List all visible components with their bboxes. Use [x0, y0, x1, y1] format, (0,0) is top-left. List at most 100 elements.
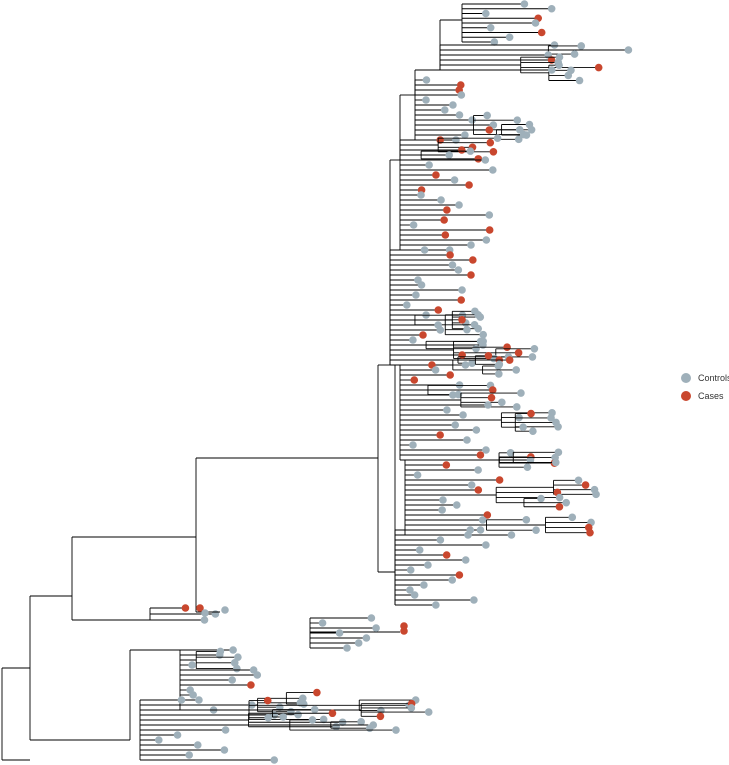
control-tip: [407, 704, 416, 712]
control-tip: [483, 111, 491, 120]
case-tip: [489, 148, 498, 156]
case-tip: [400, 627, 408, 635]
control-tip: [474, 466, 482, 474]
legend-item-controls: Controls: [681, 369, 729, 387]
control-tip: [484, 401, 492, 409]
control-tip: [461, 131, 469, 139]
control-tip: [440, 106, 449, 114]
control-tip: [406, 586, 414, 594]
case-tip: [555, 502, 564, 511]
control-tip: [448, 261, 457, 269]
control-tip: [463, 325, 471, 334]
control-tip: [417, 281, 426, 289]
legend-item-cases: Cases: [681, 387, 729, 405]
case-tip: [486, 138, 495, 147]
control-tip: [354, 639, 363, 647]
control-tip: [470, 320, 479, 329]
case-tip: [376, 712, 385, 721]
control-tip: [409, 441, 417, 449]
control-tip: [221, 606, 229, 614]
control-tip: [519, 130, 528, 139]
case-tip: [503, 343, 511, 351]
controls-swatch: [681, 373, 691, 383]
control-tip: [526, 456, 535, 464]
control-tip: [365, 724, 374, 732]
case-tip: [485, 126, 494, 134]
control-tip: [479, 330, 488, 339]
control-tip: [308, 716, 317, 724]
control-tip: [439, 496, 447, 504]
control-tip: [155, 736, 163, 744]
case-tip: [474, 486, 483, 494]
legend-label-cases: Cases: [698, 391, 724, 401]
control-tip: [523, 463, 532, 471]
control-tip: [422, 76, 431, 84]
case-tip: [313, 688, 321, 697]
control-tip: [424, 708, 433, 716]
case-tip: [328, 709, 337, 718]
control-tip: [412, 291, 420, 299]
control-tip: [367, 614, 376, 622]
case-tip: [469, 256, 477, 264]
control-tip: [474, 311, 482, 319]
control-tip: [517, 389, 525, 397]
control-tip: [466, 147, 475, 155]
control-tip: [229, 646, 237, 654]
case-tip: [465, 181, 473, 189]
control-tip: [512, 403, 521, 411]
case-tip: [457, 296, 466, 304]
control-tip: [461, 361, 470, 369]
case-tip: [455, 571, 464, 579]
control-tip: [529, 427, 537, 435]
control-tip: [467, 241, 475, 249]
control-tip: [461, 556, 470, 564]
control-tip: [431, 366, 440, 374]
control-tip: [445, 151, 454, 159]
case-tip: [458, 315, 466, 324]
control-tip: [443, 406, 451, 414]
control-tip: [233, 664, 241, 673]
control-tip: [319, 715, 328, 724]
case-tip: [467, 271, 475, 279]
control-tip: [486, 23, 495, 32]
control-tip: [457, 91, 466, 99]
control-tip: [221, 726, 230, 734]
control-tip: [455, 111, 464, 119]
control-tip: [570, 50, 579, 58]
control-tip: [464, 531, 472, 539]
control-tip: [482, 236, 491, 244]
case-tip: [457, 146, 466, 154]
control-tip: [193, 741, 202, 749]
control-tip: [432, 601, 440, 609]
control-tip: [554, 422, 562, 431]
case-tip: [440, 216, 448, 224]
control-tip: [406, 566, 415, 574]
control-tip: [420, 581, 428, 589]
case-tip: [485, 226, 494, 234]
control-tip: [472, 426, 481, 434]
case-tip: [488, 386, 497, 394]
case-tip: [537, 28, 546, 37]
control-tip: [519, 423, 527, 431]
control-tip: [476, 337, 485, 346]
control-tip: [547, 4, 556, 13]
control-tip: [507, 531, 516, 539]
case-tip: [476, 451, 485, 459]
control-tip: [211, 610, 220, 618]
control-tip: [450, 176, 459, 184]
control-tip: [568, 513, 577, 522]
case-tip: [484, 351, 493, 360]
control-tip: [415, 546, 424, 554]
control-tip: [476, 526, 485, 534]
control-tip: [482, 9, 490, 18]
case-tip: [458, 351, 466, 359]
control-tip: [468, 116, 476, 124]
control-tip: [425, 161, 433, 169]
control-tip: [403, 301, 411, 309]
control-tip: [512, 366, 521, 374]
case-tip: [436, 431, 444, 439]
control-tip: [530, 344, 539, 353]
control-tip: [531, 19, 540, 27]
control-tip: [575, 76, 584, 85]
